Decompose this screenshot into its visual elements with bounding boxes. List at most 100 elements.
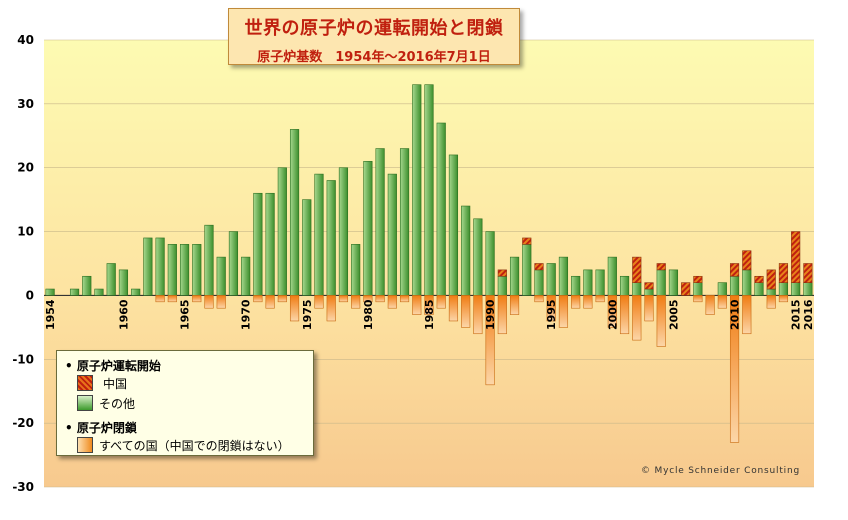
x-tick-label: 2015 — [790, 299, 803, 330]
bar-other — [155, 237, 165, 296]
bar-closure — [571, 295, 581, 309]
bar-china — [742, 250, 752, 271]
bar-other — [607, 256, 617, 296]
y-tick-label: -30 — [12, 480, 34, 494]
bar-other — [302, 199, 312, 296]
bar-closure — [534, 295, 544, 303]
bar-other — [253, 192, 263, 296]
bar-other — [204, 224, 214, 296]
bar-other — [803, 282, 813, 296]
bar-closure — [778, 295, 789, 303]
bar-other — [754, 282, 764, 296]
y-tick-label: 0 — [26, 288, 34, 302]
bar-closure — [766, 295, 776, 309]
y-tick-label: 40 — [17, 33, 34, 47]
bar-other — [363, 161, 373, 296]
legend-china-swatch — [77, 375, 93, 391]
bar-other — [497, 275, 507, 296]
bar-china — [778, 263, 789, 283]
bar-closure — [265, 295, 275, 309]
bar-other — [632, 282, 642, 296]
legend-other-swatch — [77, 395, 93, 411]
bar-other — [461, 205, 471, 296]
x-tick-label: 1965 — [179, 299, 192, 330]
bar-china — [693, 275, 703, 283]
bar-closure — [216, 295, 226, 309]
bar-closure — [436, 295, 446, 309]
y-tick-label: -10 — [12, 352, 34, 366]
bar-closure — [509, 295, 520, 315]
bar-other — [338, 167, 349, 296]
bar-closure — [461, 295, 471, 328]
bar-other — [546, 263, 556, 296]
bar-closure — [558, 295, 569, 328]
bar-other — [69, 288, 80, 296]
bar-closure — [399, 295, 410, 303]
bar-other — [131, 288, 141, 296]
bar-other — [241, 256, 251, 296]
bar-other — [326, 180, 336, 296]
bar-china — [656, 263, 666, 271]
x-tick-label: 1954 — [44, 299, 57, 330]
bar-other — [412, 84, 422, 296]
x-tick-label: 1960 — [117, 299, 130, 330]
bar-other — [192, 244, 202, 296]
x-tick-label: 1990 — [484, 299, 497, 330]
x-tick-label: 2010 — [729, 299, 742, 330]
bar-closure — [619, 295, 630, 335]
bar-china — [791, 231, 801, 283]
bar-closure — [289, 295, 300, 322]
bar-other — [289, 129, 300, 296]
bar-other — [558, 256, 569, 296]
bar-closure — [485, 295, 495, 386]
legend-startup-heading: • 原子炉運転開始 — [65, 359, 161, 373]
bar-closure — [595, 295, 605, 303]
x-tick-label: 2005 — [667, 299, 680, 330]
bar-closure — [338, 295, 349, 303]
bar-other — [216, 256, 226, 296]
bar-closure — [583, 295, 593, 309]
bar-other — [448, 154, 459, 296]
bar-other — [94, 288, 104, 296]
bar-other — [583, 269, 593, 296]
bar-other — [485, 231, 495, 296]
bar-other — [314, 173, 324, 296]
bar-other — [717, 282, 727, 296]
bar-other — [509, 256, 520, 296]
bar-other — [179, 244, 190, 296]
y-tick-label: 20 — [17, 161, 34, 175]
bar-china — [766, 269, 776, 290]
bar-closure — [204, 295, 214, 309]
bar-other — [82, 275, 92, 296]
bar-other — [766, 288, 776, 296]
bar-closure — [448, 295, 459, 322]
bar-other — [143, 237, 153, 296]
bar-closure — [326, 295, 336, 322]
bar-other — [399, 148, 410, 296]
bar-other — [265, 192, 275, 296]
bar-other — [424, 84, 434, 296]
bar-closure — [314, 295, 324, 309]
bar-china — [754, 275, 764, 283]
bar-other — [595, 269, 605, 296]
chart-subtitle: 原子炉基数 1954年～2016年7月1日 — [257, 50, 491, 65]
y-axis: -30 -20 -10 0 10 20 30 40 — [12, 33, 34, 494]
bar-other — [106, 263, 116, 296]
bar-closure — [277, 295, 287, 303]
y-tick-label: 30 — [17, 97, 34, 111]
y-tick-label: 10 — [17, 225, 34, 239]
bar-other — [571, 275, 581, 296]
x-tick-label: 1995 — [545, 299, 558, 330]
x-tick-label: 1980 — [362, 299, 375, 330]
bar-other — [729, 275, 740, 296]
bar-closure — [644, 295, 654, 322]
bar-closure — [632, 295, 642, 341]
bar-closure — [546, 295, 556, 322]
bar-other — [778, 282, 789, 296]
bar-china — [681, 282, 691, 296]
x-tick-label: 1985 — [423, 299, 436, 330]
bar-closure — [387, 295, 397, 309]
bar-china — [644, 282, 654, 290]
chart-title: 世界の原子炉の運転開始と閉鎖 — [244, 18, 504, 39]
bar-closure — [742, 295, 752, 335]
